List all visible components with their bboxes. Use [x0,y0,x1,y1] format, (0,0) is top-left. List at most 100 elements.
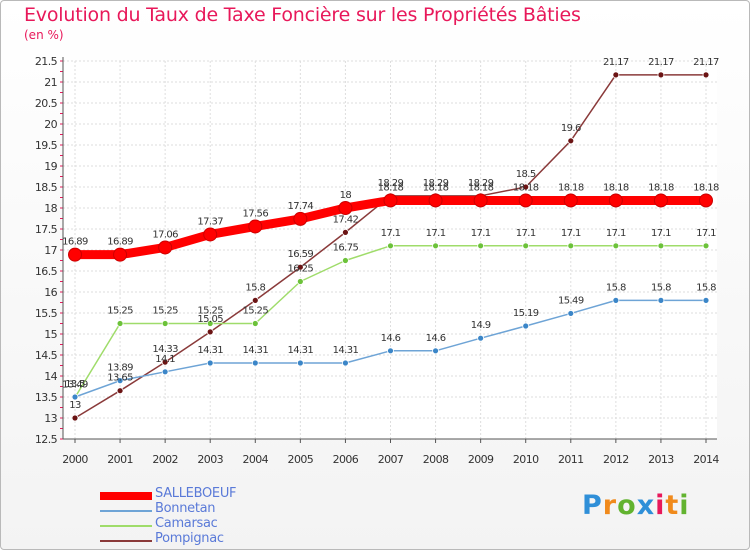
data-label-pompignac: 13 [69,400,81,411]
data-label-pompignac: 21.17 [648,57,674,68]
data-point-bonnetan [71,393,79,401]
y-tick-label: 12.5 [35,433,58,446]
x-tick-label: 2004 [242,453,268,466]
data-label-pompignac: 14.33 [152,344,178,355]
x-tick-label: 2000 [62,453,88,466]
data-point-pompignac [71,414,79,422]
x-tick-label: 2009 [468,453,494,466]
data-label-camarsac: 17.1 [561,228,581,239]
y-tick-label: 19.5 [35,139,58,152]
data-point-salleboeuf [113,247,128,262]
data-point-bonnetan [432,347,439,355]
data-label-camarsac: 17.1 [381,228,401,239]
proxiti-logo: Proxiti [582,490,690,521]
x-tick-label: 2002 [152,453,178,466]
data-point-salleboeuf [428,193,443,208]
data-point-camarsac [342,257,349,264]
x-tick-label: 2014 [693,453,719,466]
y-tick-label: 16 [44,286,57,299]
data-point-bonnetan [251,359,259,367]
data-label-salleboeuf: 18.18 [558,182,584,193]
data-point-salleboeuf [563,193,578,208]
data-point-bonnetan [206,359,214,367]
data-point-pompignac [702,71,710,79]
data-label-salleboeuf: 17.74 [288,201,314,212]
logo-letter: i [679,490,690,521]
data-label-bonnetan: 15.19 [513,308,539,319]
data-label-camarsac: 16.25 [288,264,314,275]
data-point-bonnetan [387,347,394,355]
data-label-salleboeuf: 17.37 [197,216,223,227]
data-point-camarsac [116,320,124,327]
y-tick-label: 13 [44,412,57,425]
data-label-salleboeuf: 18.18 [603,182,629,193]
y-tick-label: 15.5 [35,307,58,320]
data-label-camarsac: 15.25 [197,306,223,317]
x-tick-label: 2010 [513,453,539,466]
data-label-bonnetan: 14.1 [155,354,175,365]
data-label-pompignac: 17.42 [333,214,359,225]
data-point-camarsac [657,242,665,250]
logo-letter: i [655,490,666,521]
y-tick-label: 13.5 [35,391,58,404]
data-label-salleboeuf: 18.18 [513,182,539,193]
y-tick-label: 14 [44,370,57,383]
data-point-camarsac [296,278,304,285]
data-point-camarsac [206,320,214,327]
data-point-bonnetan [522,322,530,330]
y-tick-label: 20 [44,118,57,131]
logo-letter: x [636,490,656,521]
data-point-pompignac [206,328,214,336]
data-point-salleboeuf [338,201,353,215]
data-point-camarsac [477,242,485,250]
data-label-bonnetan: 14.6 [426,333,446,344]
data-label-salleboeuf: 18 [340,190,352,201]
data-label-camarsac: 17.1 [426,228,446,239]
data-point-salleboeuf [248,219,263,234]
data-label-camarsac: 16.75 [333,243,359,254]
data-point-camarsac [522,242,530,250]
x-tick-label: 2005 [288,453,314,466]
data-label-pompignac: 15.05 [197,314,223,325]
data-point-bonnetan [612,296,620,304]
y-tick-label: 16.5 [35,265,58,278]
x-tick-label: 2007 [378,453,404,466]
data-label-bonnetan: 15.8 [651,282,671,293]
data-point-bonnetan [567,310,575,317]
data-label-bonnetan: 15.49 [558,295,584,306]
data-point-bonnetan [477,334,485,342]
y-tick-label: 21.5 [35,55,58,68]
y-tick-label: 21 [44,76,57,89]
y-tick-label: 14.5 [35,349,58,362]
data-label-pompignac: 18.5 [516,169,536,180]
data-label-salleboeuf: 18.18 [423,182,449,193]
data-label-salleboeuf: 18.18 [648,182,674,193]
legend-label: Bonnetan [155,501,216,516]
legend-swatch [100,510,152,512]
data-label-salleboeuf: 16.89 [62,237,88,248]
x-tick-label: 2001 [107,453,133,466]
y-tick-label: 20.5 [35,97,58,110]
data-label-camarsac: 13.49 [62,379,88,390]
legend-swatch [100,540,152,542]
x-tick-label: 2013 [648,453,674,466]
data-point-pompignac [342,228,349,236]
data-label-camarsac: 17.1 [516,228,536,239]
data-point-bonnetan [342,359,349,367]
data-label-pompignac: 18.29 [423,178,449,189]
y-tick-label: 18 [44,202,57,215]
data-point-pompignac [612,71,620,79]
data-point-bonnetan [296,359,304,367]
data-label-camarsac: 17.1 [651,228,671,239]
data-point-salleboeuf [608,193,623,208]
data-label-camarsac: 15.25 [242,306,268,317]
y-tick-label: 15 [44,328,57,341]
data-label-pompignac: 19.6 [561,123,581,134]
logo-letter: P [582,490,603,521]
axes-layer: 12.5 13 13.5 14 14.5 15 15.5 16 16.5 17 17.5 18 18.5… [35,55,720,466]
x-tick-label: 2012 [603,453,629,466]
data-point-bonnetan [116,377,124,385]
data-point-pompignac [116,387,124,395]
y-tick-label: 18.5 [35,181,58,194]
data-point-salleboeuf [383,193,398,208]
